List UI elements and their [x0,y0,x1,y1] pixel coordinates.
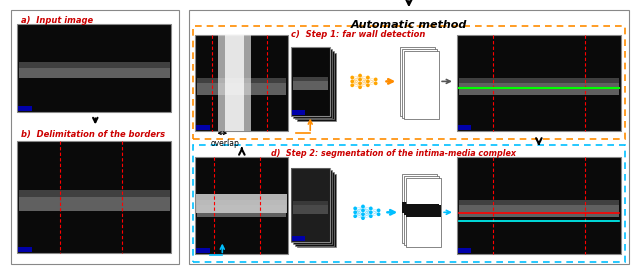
Bar [292,170,332,244]
Circle shape [351,80,353,83]
Bar [19,62,170,69]
Bar [291,168,330,242]
Circle shape [359,86,361,88]
Circle shape [359,78,361,81]
Bar [218,35,251,131]
Circle shape [351,76,353,79]
Circle shape [370,215,372,217]
Bar [196,194,287,213]
Circle shape [354,207,356,210]
FancyBboxPatch shape [189,10,628,264]
Bar [19,191,170,199]
Bar [296,174,335,247]
Bar [18,247,32,252]
Bar [225,35,244,131]
Circle shape [362,213,364,215]
Bar [196,248,209,253]
Circle shape [370,211,372,214]
Bar [402,202,437,213]
Bar [292,77,328,83]
Circle shape [359,82,361,84]
Bar [197,206,286,217]
Bar [404,176,439,245]
Bar [197,200,286,207]
Circle shape [362,205,364,208]
Text: b)  Delimitation of the borders: b) Delimitation of the borders [21,130,165,139]
Circle shape [367,80,369,83]
Bar [459,83,619,95]
Bar [296,53,335,121]
Circle shape [367,84,369,87]
Bar [18,106,32,111]
Circle shape [354,211,356,214]
Bar [457,157,621,254]
Text: d)  Step 2: segmentation of the intima-media complex: d) Step 2: segmentation of the intima-me… [271,149,516,158]
Circle shape [374,78,377,81]
Bar [195,157,288,254]
Bar [19,197,170,211]
Bar [402,49,437,118]
Bar [457,35,621,131]
Bar [294,51,333,120]
Bar [292,236,305,241]
Bar [19,68,170,78]
Bar [292,81,328,90]
Bar [292,110,305,115]
Text: c)  Step 1: far wall detection: c) Step 1: far wall detection [291,29,425,39]
Bar [291,47,330,116]
Circle shape [354,215,356,217]
Circle shape [378,209,380,211]
Bar [458,125,472,130]
Bar [458,248,472,253]
Bar [291,168,330,242]
Circle shape [367,76,369,79]
Bar [404,51,439,120]
Circle shape [370,207,372,210]
Bar [400,47,435,116]
Bar [406,206,441,217]
Circle shape [374,82,377,84]
Text: a)  Input image: a) Input image [21,16,93,25]
Bar [459,78,619,85]
Circle shape [378,213,380,215]
Bar [197,78,286,85]
Bar [294,172,333,245]
Circle shape [359,74,361,77]
Circle shape [351,84,353,87]
Bar [402,174,437,243]
Bar [292,49,332,118]
Bar [406,178,441,247]
Bar [459,200,619,207]
Bar [197,83,286,95]
Bar [17,141,172,253]
FancyBboxPatch shape [12,10,179,264]
Bar [459,206,619,217]
Bar [404,203,439,215]
Bar [196,125,209,130]
Bar [292,205,328,214]
Bar [195,35,288,131]
Bar [17,24,172,112]
Circle shape [362,209,364,211]
Text: Automatic method: Automatic method [351,20,467,30]
Circle shape [362,217,364,219]
Bar [292,200,328,206]
Text: overlap: overlap [211,139,239,148]
